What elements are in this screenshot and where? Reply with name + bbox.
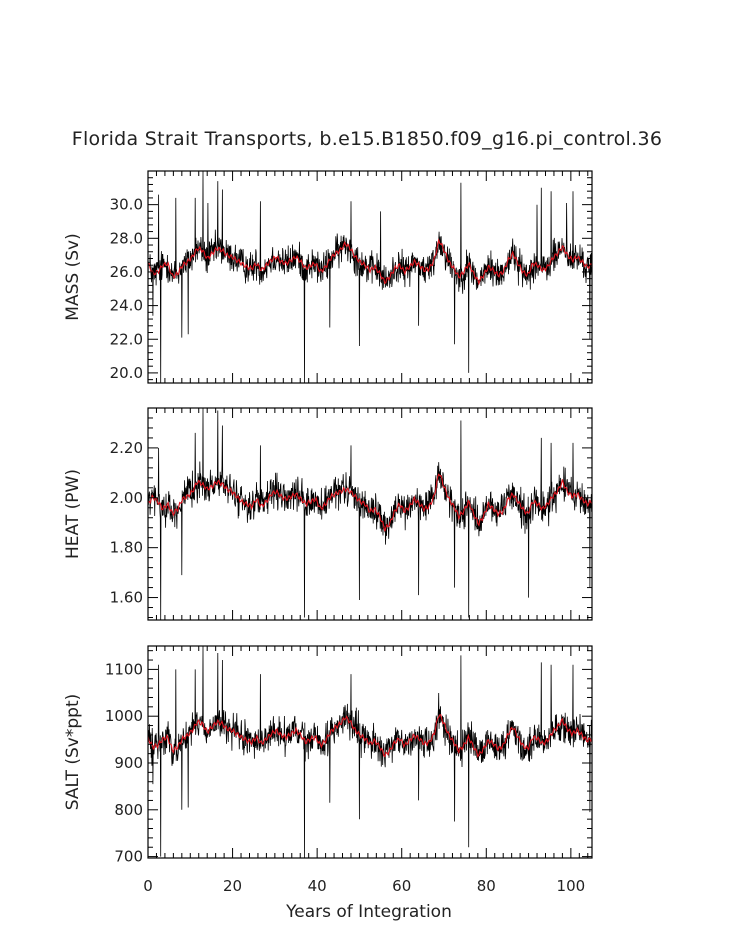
mass-y-tick-label: 26.0 [110, 263, 143, 281]
salt-y-tick-label: 700 [114, 848, 143, 866]
mass-y-tick-label: 22.0 [110, 330, 143, 348]
mass-y-axis-label: MASS (Sv) [63, 233, 83, 320]
salt-y-tick-label: 900 [114, 754, 143, 772]
x-tick-label: 100 [557, 877, 586, 895]
heat-y-tick-label: 2.20 [110, 439, 143, 457]
mass-y-tick-label: 24.0 [110, 297, 143, 315]
mass-raw-series-line [147, 170, 593, 384]
heat-y-tick-label: 1.80 [110, 539, 143, 557]
mass-y-tick-label: 28.0 [110, 229, 143, 247]
salt-panel-frame [147, 645, 593, 859]
salt-y-tick-label: 800 [114, 801, 143, 819]
salt-smooth-series-line [147, 714, 593, 758]
panel-mass: 20.0 22.0 24.0 26.0 28.0 30.0 MASS (Sv) [63, 170, 593, 384]
salt-y-tick-label: 1100 [105, 660, 143, 678]
mass-y-tick-label: 20.0 [110, 364, 143, 382]
x-tick-label: 40 [308, 877, 327, 895]
heat-panel-frame [147, 407, 593, 621]
x-tick-label: 0 [143, 877, 153, 895]
heat-y-tick-label: 1.60 [110, 589, 143, 607]
mass-y-tick-label: 30.0 [110, 196, 143, 214]
x-tick-label: 60 [392, 877, 411, 895]
heat-raw-series-line [147, 407, 593, 621]
plot-layer: 20.0 22.0 24.0 26.0 28.0 30.0 MASS (Sv) 1.60 1.8… [63, 170, 593, 895]
salt-y-axis-label: SALT (Sv*ppt) [63, 694, 83, 811]
panel-salt: 700 800 900 1000 1100 SALT (Sv*ppt) [63, 645, 593, 866]
x-axis-label: Years of Integration [285, 902, 452, 922]
x-tick-label: 80 [477, 877, 496, 895]
heat-smooth-series-line [147, 473, 593, 532]
salt-raw-series-line [147, 645, 593, 859]
mass-smooth-series-line [148, 238, 593, 286]
x-tick-label: 20 [223, 877, 242, 895]
panel-heat: 1.60 1.80 2.00 2.20 HEAT (PW) [63, 407, 593, 621]
heat-y-axis-label: HEAT (PW) [63, 469, 83, 559]
salt-y-tick-label: 1000 [105, 707, 143, 725]
chart-title: Florida Strait Transports, b.e15.B1850.f… [72, 128, 663, 150]
mass-panel-frame [147, 170, 593, 384]
heat-y-tick-label: 2.00 [110, 489, 143, 507]
